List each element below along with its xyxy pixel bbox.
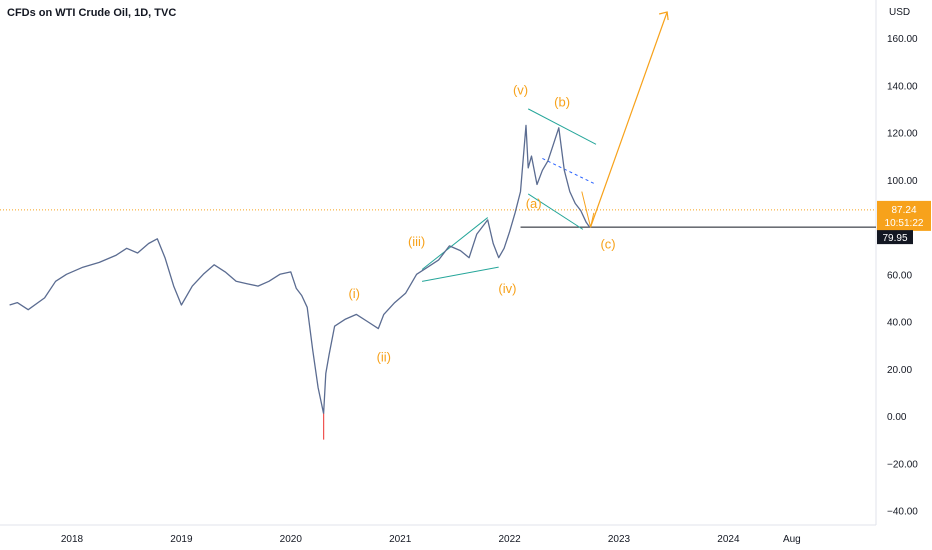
x-tick-label: 2023 bbox=[608, 534, 631, 545]
last-price-value: 87.24 bbox=[891, 205, 916, 216]
channel-lower-line[interactable] bbox=[527, 193, 584, 230]
wave-label: (a) bbox=[526, 196, 542, 211]
y-tick-label: 140.00 bbox=[887, 81, 918, 92]
x-tick-label: Aug bbox=[783, 534, 801, 545]
y-tick-label: 100.00 bbox=[887, 176, 918, 187]
wave-label: (b) bbox=[554, 95, 570, 110]
projection-arrow-head bbox=[658, 11, 669, 21]
y-tick-label: 120.00 bbox=[887, 129, 918, 140]
currency-label: USD bbox=[889, 7, 910, 18]
wave-iv-triangle-upper[interactable] bbox=[421, 217, 489, 270]
price-axis[interactable]: 160.00 140.00 120.00 100.00 60.00 40.00 20.00 0… bbox=[887, 34, 918, 518]
y-tick-label: −40.00 bbox=[887, 507, 918, 518]
price-badges: 87.24 10:51:22 79.95 bbox=[877, 200, 931, 245]
x-tick-label: 2018 bbox=[61, 534, 84, 545]
channel-mid-line bbox=[542, 158, 597, 185]
x-tick-label: 2024 bbox=[717, 534, 740, 545]
wave-label: (iv) bbox=[498, 281, 516, 296]
x-tick-label: 2019 bbox=[170, 534, 193, 545]
y-tick-label: 20.00 bbox=[887, 365, 912, 376]
chart-title: CFDs on WTI Crude Oil, 1D, TVC bbox=[7, 7, 176, 19]
wave-label: (v) bbox=[513, 83, 528, 98]
support-level-value: 79.95 bbox=[882, 233, 907, 244]
last-price-badge bbox=[877, 200, 931, 231]
x-tick-label: 2020 bbox=[280, 534, 303, 545]
wave-label: (iii) bbox=[408, 234, 425, 249]
wave-labels: (i) (ii) (iii) (iv) (v) (a) (b) (c) bbox=[348, 83, 615, 365]
price-series bbox=[9, 124, 591, 440]
wave-label: (i) bbox=[348, 286, 360, 301]
y-tick-label: 160.00 bbox=[887, 34, 918, 45]
wave-label: (c) bbox=[600, 236, 615, 251]
y-tick-label: 60.00 bbox=[887, 270, 912, 281]
bar-countdown: 10:51:22 bbox=[885, 218, 924, 229]
y-tick-label: 0.00 bbox=[887, 412, 907, 423]
x-tick-label: 2021 bbox=[389, 534, 412, 545]
time-axis[interactable]: 2018 2019 2020 2021 2022 2023 2024 Aug bbox=[61, 534, 801, 545]
price-line[interactable] bbox=[9, 124, 591, 415]
drawing-overlays bbox=[0, 11, 876, 282]
x-tick-label: 2022 bbox=[498, 534, 521, 545]
projection-arrow-line[interactable] bbox=[589, 11, 668, 228]
y-tick-label: −20.00 bbox=[887, 459, 918, 470]
support-level-badge bbox=[877, 230, 913, 245]
channel-upper-line[interactable] bbox=[527, 108, 597, 145]
wave-iv-triangle-lower[interactable] bbox=[421, 266, 499, 282]
y-tick-label: 40.00 bbox=[887, 318, 912, 329]
wave-label: (ii) bbox=[377, 350, 391, 365]
